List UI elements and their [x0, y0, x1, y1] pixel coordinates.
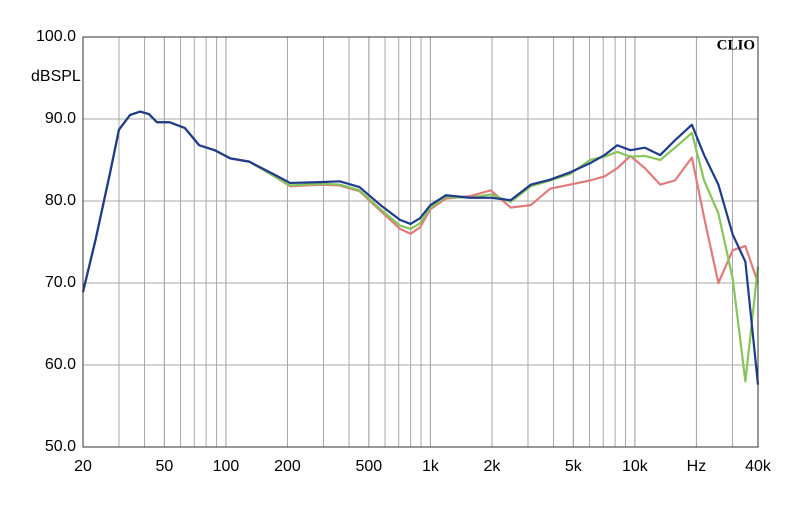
- x-tick-label: 500: [356, 458, 383, 475]
- y-tick-label: 60.0: [45, 356, 76, 373]
- x-tick-label: 40k: [745, 458, 772, 475]
- x-tick-label: 10k: [622, 458, 649, 475]
- series-line: [81, 110, 760, 385]
- y-axis-label: dBSPL: [31, 68, 81, 85]
- y-tick-label: 50.0: [45, 438, 76, 455]
- x-tick-label: Hz: [687, 458, 707, 475]
- x-tick-label: 50: [155, 458, 173, 475]
- x-tick-label: 5k: [565, 458, 583, 475]
- x-tick-label: 200: [274, 458, 301, 475]
- y-tick-label: 100.0: [36, 28, 76, 45]
- x-tick-label: 100: [213, 458, 240, 475]
- x-tick-label: 20: [74, 458, 92, 475]
- y-tick-label: 70.0: [45, 274, 76, 291]
- annotation: CLIO: [717, 37, 755, 53]
- x-tick-label: 1k: [422, 458, 440, 475]
- y-tick-label: 80.0: [45, 192, 76, 209]
- x-tick-label: 2k: [484, 458, 502, 475]
- plot-frame: [82, 36, 759, 448]
- y-tick-label: 90.0: [45, 110, 76, 127]
- plot-lines: [81, 110, 760, 385]
- tick-labels: 50.0 60.0 70.0 80.0 90.0 100.0 20 50 100 200 500 1k…: [36, 28, 772, 475]
